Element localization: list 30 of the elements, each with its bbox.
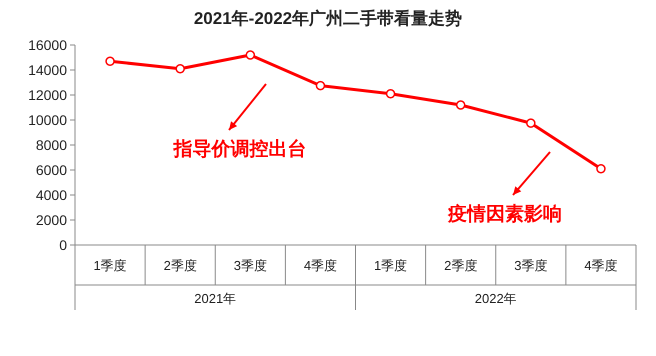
y-tick-label: 6000	[36, 162, 68, 178]
x-tick-label: 2季度	[444, 258, 478, 273]
point	[526, 118, 536, 128]
x-tick-label: 1季度	[374, 258, 408, 273]
annotation: 指导价调控出台	[172, 138, 306, 160]
text: 2021年	[194, 291, 236, 306]
y-tick-label: 0	[59, 237, 68, 253]
y-tick-label: 10000	[28, 112, 68, 128]
x-tick-label: 4季度	[304, 258, 338, 273]
annotation: 疫情因素影响	[447, 203, 562, 225]
x-tick-label: 1季度	[93, 258, 127, 273]
point	[456, 100, 466, 110]
y-tick-label: 8000	[36, 137, 68, 153]
point	[316, 80, 326, 90]
y-tick-label: 12000	[28, 87, 68, 103]
x-tick-label: 2季度	[164, 258, 197, 273]
x-tick-label: 4季度	[584, 258, 618, 273]
text: 2022年	[474, 291, 517, 306]
point	[596, 164, 606, 174]
y-tick-label: 16000	[28, 37, 68, 53]
point	[386, 89, 396, 98]
chart-title: 2021年-2022年广州二手带看量走势	[194, 9, 462, 28]
y-tick-label: 14000	[28, 62, 68, 78]
y-tick-label: 4000	[36, 187, 68, 203]
y-tick-label: 2000	[36, 212, 68, 228]
point	[105, 56, 115, 66]
point	[175, 64, 185, 74]
x-tick-label: 3季度	[514, 258, 548, 273]
point	[246, 50, 256, 60]
x-tick-label: 3季度	[234, 258, 267, 273]
